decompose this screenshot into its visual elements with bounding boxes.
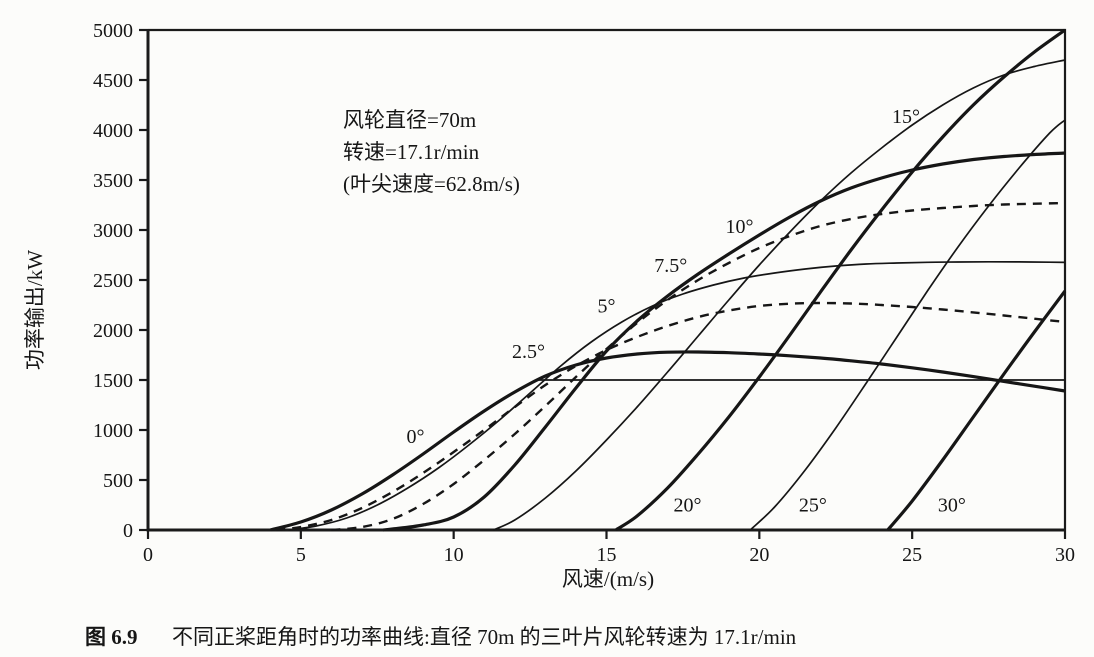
plot-frame: [146, 28, 1067, 532]
y-tick-label: 2500: [93, 270, 133, 292]
x-tick-label: 5: [296, 544, 306, 566]
curve-pitch-30deg: [886, 290, 1067, 532]
curve-label-pitch-7.5deg: 7.5°: [654, 255, 687, 277]
y-tick-label: 5000: [93, 20, 133, 42]
y-tick-label: 500: [103, 470, 133, 492]
x-tick-label: 0: [143, 544, 153, 566]
curve-pitch-25deg: [749, 119, 1066, 531]
curve-pitch-0deg: [269, 350, 1066, 532]
y-tick-label: 2000: [93, 320, 133, 342]
x-tick-label: 10: [444, 544, 464, 566]
y-tick-label: 4500: [93, 70, 133, 92]
curve-pitch-7.5deg: [331, 201, 1066, 532]
y-tick-label: 4000: [93, 120, 133, 142]
curve-label-pitch-20deg: 20°: [674, 495, 702, 517]
x-tick-label: 20: [749, 544, 769, 566]
annotation-rotor-diameter: 风轮直径=70m: [343, 108, 476, 132]
y-tick-label: 3000: [93, 220, 133, 242]
annotation-block: 风轮直径=70m 转速=17.1r/min (叶尖速度=62.8m/s): [343, 108, 520, 196]
y-tick-label: 3500: [93, 170, 133, 192]
x-tick-label: 25: [902, 544, 922, 566]
annotation-tip-speed: (叶尖速度=62.8m/s): [343, 172, 520, 196]
power-curves: [269, 28, 1067, 532]
caption-text: 不同正桨距角时的功率曲线:直径 70m 的三叶片风轮转速为 17.1r/min: [172, 625, 797, 649]
curve-pitch-10deg: [383, 151, 1066, 532]
y-tick-label: 0: [123, 520, 133, 542]
curve-label-pitch-15deg: 15°: [892, 106, 920, 128]
x-axis-label: 风速/(m/s): [562, 567, 654, 591]
y-axis-ticks: 0 500 1000 1500 2000 2500 3000 3500 4000 4500 5000: [93, 20, 148, 542]
curve-label-pitch-2.5deg: 2.5°: [512, 341, 545, 363]
x-tick-label: 15: [597, 544, 617, 566]
annotation-rotational-speed: 转速=17.1r/min: [343, 140, 480, 164]
caption-fig-number: 图 6.9: [85, 625, 138, 649]
curve-label-pitch-5deg: 5°: [598, 296, 616, 318]
x-axis-ticks: 0 5 10 15 20 25 30: [143, 530, 1075, 566]
curve-pitch-5deg: [288, 260, 1066, 531]
curve-label-pitch-30deg: 30°: [938, 495, 966, 517]
curve-pitch-15deg: [493, 59, 1066, 531]
x-tick-label: 30: [1055, 544, 1075, 566]
curve-label-pitch-25deg: 25°: [799, 495, 827, 517]
curve-pitch-2.5deg: [276, 301, 1066, 532]
curve-labels: 0° 2.5° 5° 7.5° 10° 15° 20° 25° 30°: [406, 106, 965, 517]
y-axis-label: 功率输出/kW: [23, 250, 47, 370]
y-tick-label: 1500: [93, 370, 133, 392]
curve-label-pitch-0deg: 0°: [406, 426, 424, 448]
caption: 图 6.9 不同正桨距角时的功率曲线:直径 70m 的三叶片风轮转速为 17.1…: [85, 625, 797, 649]
y-tick-label: 1000: [93, 420, 133, 442]
curve-label-pitch-10deg: 10°: [725, 216, 753, 238]
curve-pitch-20deg: [614, 28, 1066, 532]
